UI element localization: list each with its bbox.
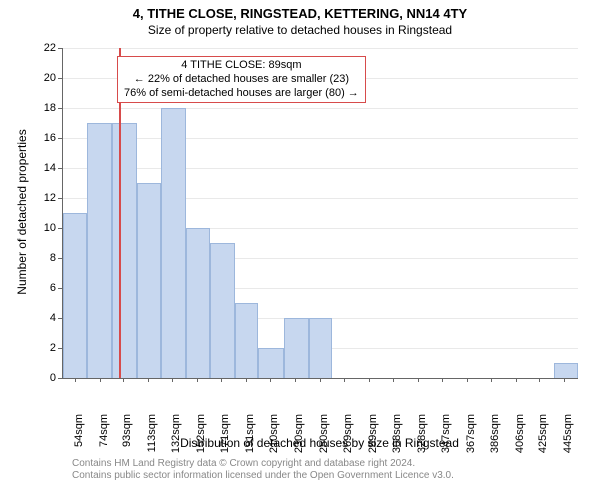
y-tick-label: 22: [32, 42, 56, 54]
x-tick-label: 269sqm: [342, 414, 354, 464]
x-tick-mark: [148, 378, 149, 382]
annotation-line2: ← 22% of detached houses are smaller (23…: [124, 73, 359, 87]
annotation-line1: 4 TITHE CLOSE: 89sqm: [124, 59, 359, 73]
x-tick-label: 210sqm: [268, 414, 280, 464]
histogram-bar: [258, 348, 283, 378]
x-tick-mark: [123, 378, 124, 382]
x-tick-label: 386sqm: [489, 414, 501, 464]
x-tick-label: 347sqm: [440, 414, 452, 464]
histogram-bar: [284, 318, 309, 378]
x-tick-label: 445sqm: [562, 414, 574, 464]
y-tick-label: 4: [32, 312, 56, 324]
chart-container: { "title": "4, TITHE CLOSE, RINGSTEAD, K…: [0, 0, 600, 500]
x-tick-mark: [344, 378, 345, 382]
x-tick-mark: [539, 378, 540, 382]
x-tick-mark: [197, 378, 198, 382]
y-tick-label: 0: [32, 372, 56, 384]
x-tick-mark: [442, 378, 443, 382]
x-tick-mark: [369, 378, 370, 382]
histogram-bar: [63, 213, 87, 378]
x-tick-label: 113sqm: [146, 414, 158, 464]
x-tick-label: 152sqm: [195, 414, 207, 464]
chart-title: 4, TITHE CLOSE, RINGSTEAD, KETTERING, NN…: [0, 0, 600, 21]
histogram-bar: [87, 123, 112, 378]
y-tick-mark: [58, 348, 62, 349]
y-tick-mark: [58, 138, 62, 139]
x-tick-mark: [564, 378, 565, 382]
x-tick-mark: [295, 378, 296, 382]
x-tick-mark: [75, 378, 76, 382]
x-tick-label: 367sqm: [465, 414, 477, 464]
annotation-line3: 76% of semi-detached houses are larger (…: [124, 87, 359, 101]
x-tick-mark: [467, 378, 468, 382]
y-tick-mark: [58, 78, 62, 79]
y-tick-mark: [58, 198, 62, 199]
x-tick-mark: [418, 378, 419, 382]
x-tick-mark: [246, 378, 247, 382]
y-tick-mark: [58, 108, 62, 109]
x-tick-label: 250sqm: [318, 414, 330, 464]
y-tick-mark: [58, 168, 62, 169]
x-tick-label: 132sqm: [170, 414, 182, 464]
y-tick-label: 14: [32, 162, 56, 174]
x-tick-label: 171sqm: [219, 414, 231, 464]
x-tick-label: 230sqm: [293, 414, 305, 464]
x-tick-mark: [270, 378, 271, 382]
y-tick-label: 10: [32, 222, 56, 234]
histogram-bar: [554, 363, 578, 378]
y-tick-label: 16: [32, 132, 56, 144]
y-tick-mark: [58, 228, 62, 229]
x-tick-mark: [100, 378, 101, 382]
x-tick-label: 289sqm: [367, 414, 379, 464]
histogram-bar: [235, 303, 259, 378]
y-tick-mark: [58, 378, 62, 379]
histogram-bar: [161, 108, 186, 378]
histogram-bar: [137, 183, 161, 378]
x-tick-mark: [516, 378, 517, 382]
grid-line: [63, 48, 578, 49]
histogram-bar: [309, 318, 333, 378]
x-tick-label: 191sqm: [244, 414, 256, 464]
grid-line: [63, 108, 578, 109]
y-tick-mark: [58, 288, 62, 289]
y-tick-label: 20: [32, 72, 56, 84]
x-tick-mark: [393, 378, 394, 382]
histogram-bar: [112, 123, 137, 378]
x-tick-label: 308sqm: [391, 414, 403, 464]
x-tick-mark: [172, 378, 173, 382]
y-tick-label: 2: [32, 342, 56, 354]
y-tick-mark: [58, 258, 62, 259]
y-tick-mark: [58, 318, 62, 319]
x-tick-label: 54sqm: [73, 414, 85, 464]
y-tick-label: 8: [32, 252, 56, 264]
x-tick-label: 93sqm: [121, 414, 133, 464]
chart-subtitle: Size of property relative to detached ho…: [0, 21, 600, 37]
x-tick-mark: [320, 378, 321, 382]
x-tick-mark: [491, 378, 492, 382]
y-axis-title: Number of detached properties: [15, 122, 29, 302]
grid-line: [63, 138, 578, 139]
x-tick-mark: [221, 378, 222, 382]
histogram-bar: [210, 243, 235, 378]
y-tick-label: 18: [32, 102, 56, 114]
x-tick-label: 406sqm: [514, 414, 526, 464]
annotation-box: 4 TITHE CLOSE: 89sqm ← 22% of detached h…: [117, 56, 366, 103]
y-tick-label: 6: [32, 282, 56, 294]
x-tick-label: 328sqm: [416, 414, 428, 464]
y-tick-label: 12: [32, 192, 56, 204]
grid-line: [63, 168, 578, 169]
footer-line2: Contains public sector information licen…: [72, 470, 454, 482]
histogram-bar: [186, 228, 210, 378]
x-tick-label: 74sqm: [98, 414, 110, 464]
y-tick-mark: [58, 48, 62, 49]
x-tick-label: 425sqm: [537, 414, 549, 464]
